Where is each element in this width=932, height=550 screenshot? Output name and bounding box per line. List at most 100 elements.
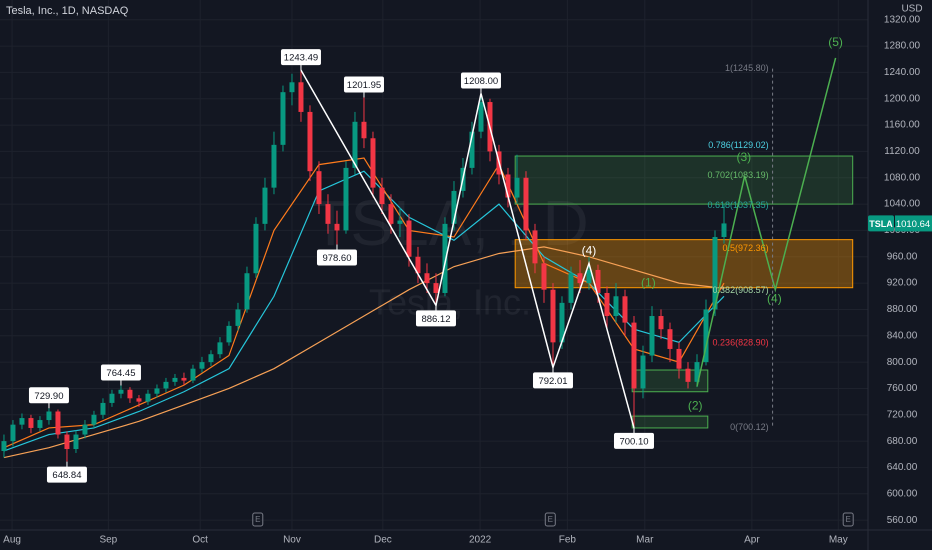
- candle-body: [532, 230, 538, 264]
- y-tick-label: 800.00: [887, 357, 918, 368]
- y-tick-label: 840.00: [887, 330, 918, 341]
- candle-body: [235, 309, 241, 326]
- candle-body: [46, 411, 52, 421]
- candle-body: [163, 381, 169, 389]
- swing-box: [532, 372, 573, 389]
- wave-label: (1): [641, 275, 656, 289]
- candle-body: [703, 309, 709, 363]
- candle-body: [388, 204, 394, 224]
- candle-body: [640, 355, 646, 389]
- zigzag-line: [300, 69, 635, 429]
- candle-body: [721, 223, 727, 238]
- candle-body: [190, 368, 196, 381]
- candle-body: [559, 302, 565, 343]
- candle-body: [280, 92, 286, 145]
- candle-body: [676, 348, 682, 369]
- candle-body: [91, 414, 97, 425]
- ticker-box: [868, 215, 894, 232]
- y-tick-label: 1240.00: [884, 67, 921, 78]
- y-tick-label: 1200.00: [884, 93, 921, 104]
- candle-body: [613, 296, 619, 317]
- fib-label: 0.702(1083.19): [708, 170, 769, 180]
- x-tick-label: Sep: [99, 535, 117, 546]
- candle-body: [577, 273, 583, 284]
- candle-body: [226, 325, 232, 343]
- candle-body: [568, 273, 574, 303]
- candle-body: [658, 316, 664, 330]
- fib-label: 1(1245.80): [725, 63, 769, 73]
- y-tick-label: 1320.00: [884, 14, 921, 25]
- fib-label: 0.382(908.57): [713, 285, 769, 295]
- candle-body: [127, 389, 133, 399]
- x-tick-label: Nov: [283, 535, 301, 546]
- candle-body: [208, 354, 214, 363]
- candle-body: [118, 389, 124, 394]
- y-tick-label: 1040.00: [884, 199, 921, 210]
- candle-body: [415, 256, 421, 274]
- x-tick-label: Aug: [3, 535, 21, 546]
- candle-body: [586, 269, 592, 284]
- swing-label: 1208.00: [464, 76, 498, 87]
- candle-body: [397, 220, 403, 224]
- wave-label: (4): [582, 244, 597, 258]
- swing-label: 700.10: [619, 436, 648, 447]
- candle-body: [28, 418, 34, 428]
- candle-body: [352, 121, 358, 168]
- candle-body: [379, 187, 385, 205]
- x-tick-label: 2022: [469, 535, 492, 546]
- last-price-box: [895, 215, 932, 232]
- y-tick-label: 720.00: [887, 409, 918, 420]
- candle-body: [298, 82, 304, 112]
- zone-box: [514, 155, 854, 205]
- fib-label: 0(700.12): [730, 422, 769, 432]
- moving-average: [3, 157, 725, 449]
- earnings-marker: [544, 512, 556, 527]
- swing-label: 729.90: [34, 391, 63, 402]
- candle-body: [217, 342, 223, 355]
- candle-body: [550, 289, 556, 343]
- candle-body: [433, 283, 439, 293]
- candle-body: [406, 220, 412, 257]
- candle-body: [334, 223, 340, 231]
- y-tick-label: 920.00: [887, 278, 918, 289]
- y-tick-label: 600.00: [887, 488, 918, 499]
- candle-body: [289, 82, 295, 93]
- candle-body: [64, 434, 70, 450]
- swing-box: [46, 466, 87, 483]
- candle-body: [469, 131, 475, 168]
- candle-body: [622, 296, 628, 323]
- earnings-marker: [252, 512, 264, 527]
- candle-body: [595, 269, 601, 293]
- swing-label: 1201.95: [347, 80, 381, 91]
- x-tick-label: Oct: [192, 535, 208, 546]
- candle-body: [109, 393, 115, 403]
- y-tick-label: 640.00: [887, 462, 918, 473]
- x-tick-label: Apr: [744, 535, 760, 546]
- earnings-label: E: [846, 515, 851, 524]
- x-tick-label: Dec: [374, 535, 392, 546]
- earnings-label: E: [255, 515, 260, 524]
- earnings-marker: [842, 512, 854, 527]
- candle-body: [307, 111, 313, 172]
- candle-body: [424, 273, 430, 284]
- swing-box: [343, 76, 384, 93]
- y-tick-label: 880.00: [887, 304, 918, 315]
- candle-body: [478, 102, 484, 132]
- swing-box: [100, 364, 141, 381]
- candle-body: [19, 418, 25, 425]
- wave-projection: [696, 57, 837, 387]
- moving-average: [3, 246, 725, 459]
- y-tick-label: 560.00: [887, 515, 918, 526]
- candle-body: [712, 237, 718, 310]
- fib-label: 0.786(1129.02): [708, 140, 768, 150]
- swing-box: [460, 72, 501, 89]
- candle-body: [100, 402, 106, 415]
- candle-body: [694, 362, 700, 382]
- earnings-label: E: [548, 515, 553, 524]
- y-tick-label: 1280.00: [884, 41, 921, 52]
- candle-body: [343, 167, 349, 231]
- fib-label: 0.618(1037.35): [708, 200, 769, 210]
